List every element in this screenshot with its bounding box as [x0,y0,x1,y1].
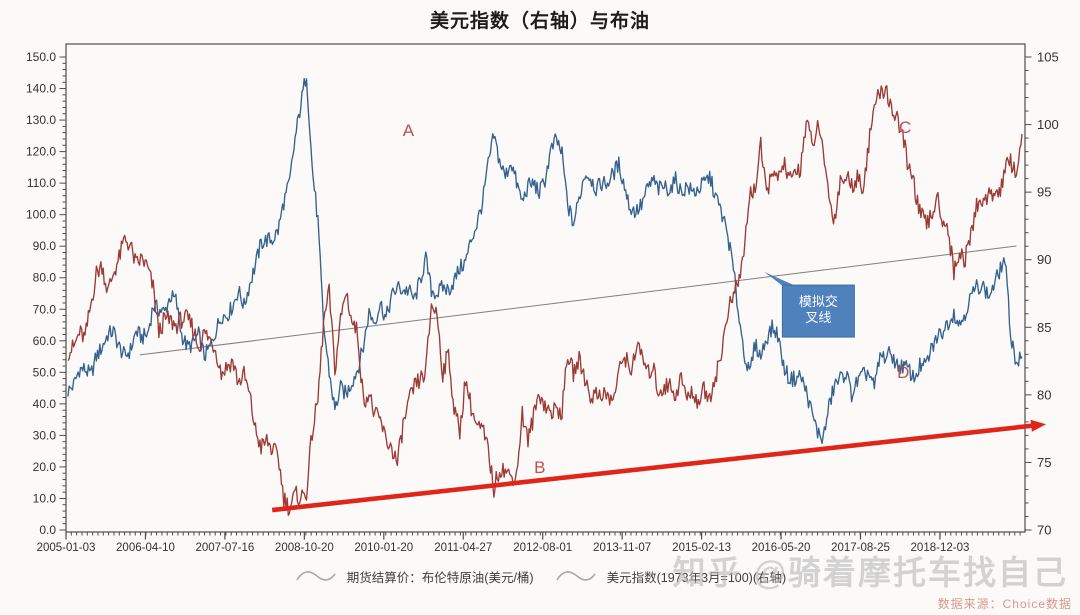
right-axis-tick-label: 75 [1037,455,1051,470]
callout-text-line: 叉线 [805,310,831,325]
annotation-letter-B: B [534,458,545,477]
left-axis-tick-label: 10.0 [33,491,57,505]
x-axis-tick-label: 2012-08-01 [513,542,572,554]
left-axis-tick-label: 120.0 [26,145,56,159]
brent-series-line [67,77,1023,445]
left-axis-tick-label: 90.0 [33,239,57,253]
x-axis-tick-label: 2017-08-25 [831,542,890,554]
left-axis-tick-label: 70.0 [33,302,57,316]
callout-text-line: 模拟交 [799,294,838,309]
x-axis-tick-label: 2011-04-27 [434,542,492,554]
right-axis-tick-label: 100 [1037,117,1059,132]
right-axis-tick-label: 90 [1037,252,1051,267]
plot-border [65,43,1026,533]
x-axis-tick-label: 2015-02-13 [672,542,731,554]
x-axis-tick-label: 2006-04-10 [116,542,175,554]
left-axis-tick-label: 60.0 [33,334,57,348]
x-axis-tick-label: 2016-05-20 [752,542,811,554]
x-axis-tick-label: 2010-01-20 [354,542,413,554]
annotation-letter-C: C [899,118,911,137]
data-source-note: 数据来源：Choice数据 [937,597,1072,611]
squiggle-line-icon [555,571,596,581]
right-axis: 70 75 80 85 90 95 100 105 [1025,50,1059,538]
left-axis-tick-label: 80.0 [33,271,57,285]
left-axis-tick-label: 0.0 [39,523,56,537]
legend-label-usd-index: 美元指数(1973年3月=100)(右轴) [606,570,787,585]
trend-arrow [271,419,1047,513]
left-axis-tick-label: 50.0 [33,365,57,379]
chart-title: 美元指数（右轴）与布油 [429,10,650,32]
x-axis-tick-label: 2007-07-16 [195,542,254,554]
left-axis: 0.0 10.0 20.0 30.0 40.0 50.0 60.0 70.0 80.0 90.0 1… [26,50,66,537]
x-axis: 2005-01-03 2006-04-10 2007-07-16 2008-10-20… [37,532,1021,554]
right-axis-tick-label: 95 [1037,185,1051,200]
right-axis-tick-label: 80 [1037,387,1051,402]
left-axis-tick-label: 40.0 [33,397,57,411]
legend-label-brent: 期货结算价：布伦特原油(美元/桶) [346,570,534,585]
x-axis-tick-label: 2005-01-03 [37,542,96,554]
squiggle-line-icon [296,571,336,581]
left-axis-tick-label: 20.0 [33,460,57,474]
x-axis-tick-label: 2018-12-03 [911,542,970,554]
simulated-cross-trend-line [139,245,1017,356]
x-axis-tick-label: 2008-10-20 [275,542,334,554]
left-axis-tick-label: 140.0 [26,82,56,96]
x-axis-tick-label: 2013-11-07 [593,542,651,554]
right-axis-tick-label: 105 [1037,50,1059,65]
annotation-letter-D: D [897,363,909,382]
left-axis-tick-label: 100.0 [26,208,56,222]
right-axis-tick-label: 85 [1037,320,1051,335]
legend: 期货结算价：布伦特原油(美元/桶) 美元指数(1973年3月=100)(右轴) [0,563,1080,589]
usd-index-series-line [67,85,1023,516]
left-axis-tick-label: 30.0 [33,428,57,442]
legend-item-usd-index: 美元指数(1973年3月=100)(右轴) [554,567,787,586]
legend-item-brent: 期货结算价：布伦特原油(美元/桶) [294,567,534,586]
annotation-letter-A: A [403,121,415,140]
left-axis-tick-label: 130.0 [26,113,56,127]
left-axis-tick-label: 110.0 [27,176,56,190]
right-axis-tick-label: 70 [1037,523,1051,538]
left-axis-tick-label: 150.0 [26,50,56,64]
